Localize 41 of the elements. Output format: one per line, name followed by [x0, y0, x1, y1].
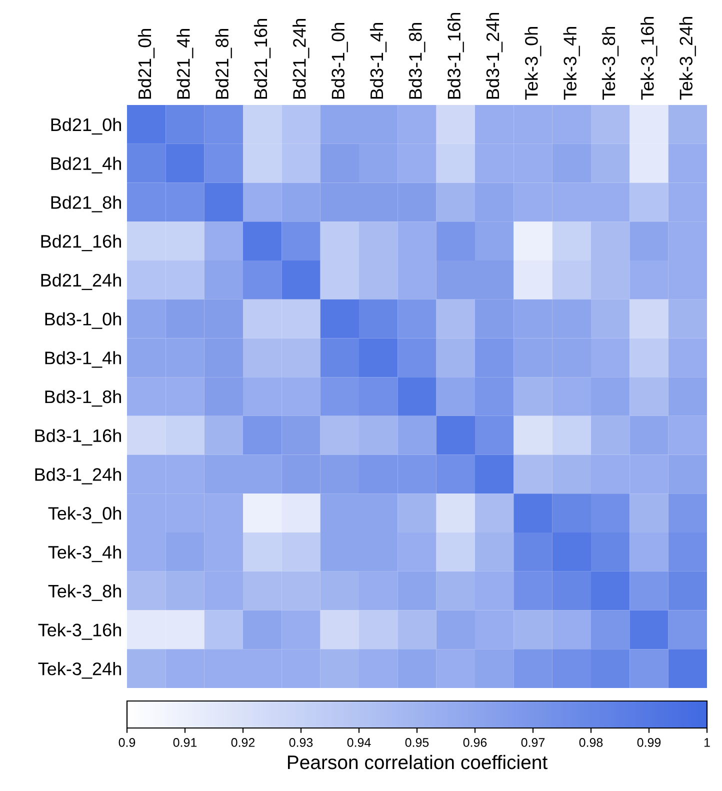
color-bar-label: 0.96 — [463, 738, 487, 747]
y-tick-label: Bd3-1_24h — [35, 468, 121, 484]
x-tick-label: Tek-3_0h — [524, 27, 542, 100]
color-bar-label: 1 — [704, 738, 710, 747]
y-tick-label: Tek-3_0h — [48, 506, 121, 524]
y-tick-label: Bd3-1_0h — [45, 312, 121, 329]
color-bar-label: 0.93 — [289, 738, 313, 747]
x-tick-label: Bd21_4h — [176, 29, 194, 99]
y-tick-label: Bd3-1_8h — [45, 390, 121, 407]
color-bar-label: 0.9 — [118, 738, 136, 747]
x-tick-label: Tek-3_16h — [640, 17, 658, 100]
y-tick-label: Bd3-1_4h — [45, 351, 121, 368]
x-tick-label: Bd3-1_16h — [447, 12, 464, 99]
y-tick-label: Tek-3_4h — [48, 545, 121, 562]
x-tick-label: Tek-3_4h — [563, 27, 580, 100]
color-bar-label: 0.91 — [173, 738, 197, 747]
x-tick-label: Bd3-1_4h — [370, 23, 387, 99]
color-bar-title: Pearson correlation coefficient — [288, 754, 548, 770]
x-tick-label: Bd3-1_24h — [486, 12, 503, 99]
color-bar-label: 0.92 — [231, 738, 255, 747]
color-bar-label: 0.99 — [637, 738, 661, 747]
x-tick-label: Bd21_24h — [292, 18, 310, 99]
color-bar-label: 0.95 — [405, 738, 429, 747]
x-tick-label: Tek-3_8h — [602, 27, 619, 100]
y-tick-label: Bd21_0h — [51, 118, 121, 135]
y-tick-label: Bd21_4h — [51, 156, 121, 174]
x-tick-label: Bd21_8h — [215, 29, 232, 99]
y-tick-label: Bd21_24h — [41, 273, 121, 290]
y-tick-label: Bd21_16h — [41, 234, 121, 252]
y-tick-label: Tek-3_24h — [38, 662, 121, 679]
y-tick-label: Tek-3_8h — [48, 584, 121, 601]
x-tick-label: Bd3-1_0h — [331, 23, 348, 99]
color-bar-label: 0.98 — [579, 738, 603, 747]
x-tick-label: Bd3-1_8h — [408, 23, 426, 99]
y-tick-label: Tek-3_16h — [38, 623, 121, 640]
color-bar-label: 0.94 — [347, 738, 371, 747]
x-tick-label: Bd21_16h — [254, 18, 271, 99]
y-tick-label: Bd21_8h — [51, 196, 121, 212]
color-bar-label: 0.97 — [521, 738, 545, 747]
x-tick-label: Tek-3_24h — [679, 17, 696, 100]
y-tick-label: Bd3-1_16h — [35, 428, 121, 446]
